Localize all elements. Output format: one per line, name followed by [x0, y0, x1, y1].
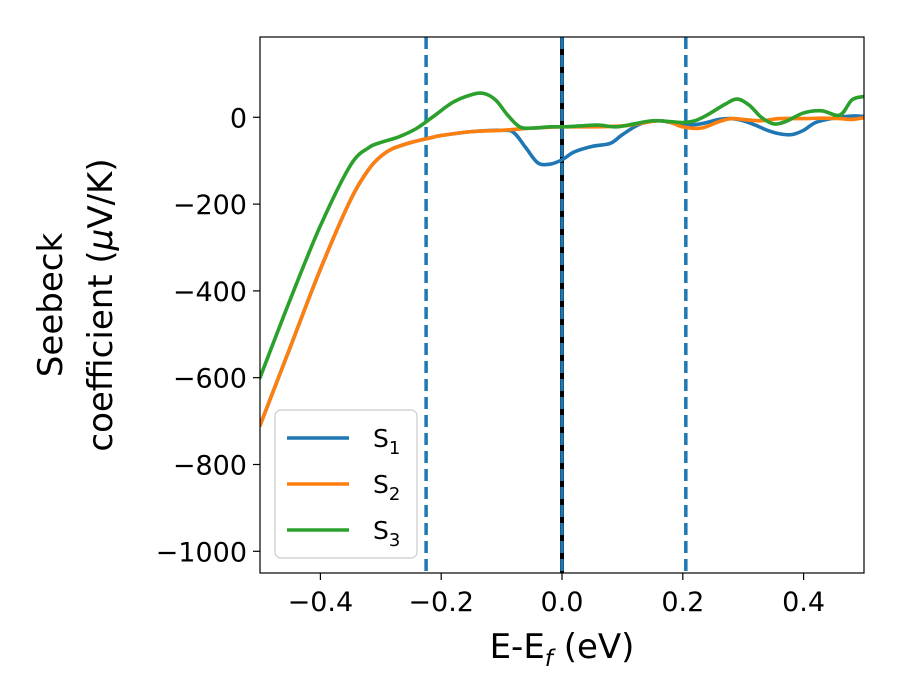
x-tick-label: −0.2	[408, 587, 474, 618]
y-tick-label: −400	[173, 277, 247, 308]
series-line-s3	[260, 91, 864, 380]
y-axis-label: Seebeck coefficient (μV/K)	[31, 158, 121, 451]
x-tick-label: 0.0	[541, 587, 584, 618]
x-tick-label: −0.4	[288, 587, 354, 618]
y-tick-label: 0	[230, 103, 247, 134]
y-tick-label: −1000	[156, 537, 247, 568]
legend-label-s3: S3	[373, 516, 400, 551]
legend-label-s2: S2	[373, 470, 400, 505]
y-axis-label-line2: coefficient (μV/K)	[81, 158, 121, 451]
x-axis-ticks: −0.4 −0.2 0.0 0.2 0.4	[288, 573, 825, 618]
y-tick-label: −800	[173, 450, 247, 481]
legend-label-s1: S1	[373, 424, 400, 459]
y-axis-ticks: 0 −200 −400 −600 −800 −1000	[156, 103, 260, 568]
series-lines	[260, 91, 864, 428]
x-tick-label: 0.2	[661, 587, 704, 618]
x-tick-label: 0.4	[782, 587, 825, 618]
y-tick-label: −200	[173, 190, 247, 221]
x-axis-label: E-Ef (eV)	[490, 627, 635, 672]
y-tick-label: −600	[173, 364, 247, 395]
y-axis-label-line1: Seebeck	[31, 233, 71, 378]
legend: S1 S2 S3	[274, 409, 418, 559]
